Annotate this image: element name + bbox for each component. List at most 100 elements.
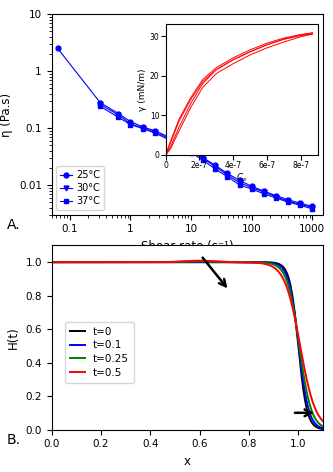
30°C <box>250 185 254 190</box>
t=0.1 <box>197 259 201 265</box>
30°C <box>98 101 102 107</box>
t=0.5 <box>265 261 269 267</box>
t=0.5 <box>50 259 54 265</box>
30°C <box>129 121 133 126</box>
t=0.25 <box>171 259 175 265</box>
37°C <box>129 122 133 127</box>
30°C <box>213 164 217 169</box>
37°C <box>262 191 266 197</box>
25°C <box>238 177 242 183</box>
t=0.25 <box>78 259 82 265</box>
30°C <box>153 129 157 135</box>
t=0.25 <box>50 259 54 265</box>
25°C <box>116 110 120 116</box>
Legend: t=0, t=0.1, t=0.25, t=0.5: t=0, t=0.1, t=0.25, t=0.5 <box>65 321 134 383</box>
37°C <box>153 130 157 136</box>
37°C <box>183 147 187 152</box>
t=0 <box>162 259 166 265</box>
t=0.5 <box>171 259 175 265</box>
25°C <box>129 119 133 125</box>
t=0.5 <box>197 258 201 263</box>
t=0 <box>270 260 274 265</box>
t=0.25 <box>326 425 330 431</box>
25°C <box>250 184 254 189</box>
30°C <box>225 172 229 178</box>
25°C <box>213 163 217 169</box>
37°C <box>250 186 254 192</box>
t=0.1 <box>240 259 244 265</box>
t=0.1 <box>265 260 269 265</box>
t=0 <box>239 259 243 265</box>
37°C <box>171 139 175 144</box>
30°C <box>262 189 266 195</box>
30°C <box>171 137 175 143</box>
t=0 <box>50 259 54 265</box>
37°C <box>298 202 302 208</box>
t=0.25 <box>270 261 274 267</box>
Line: 37°C: 37°C <box>98 104 315 211</box>
Line: t=0.25: t=0.25 <box>52 261 328 428</box>
37°C <box>238 182 242 188</box>
30°C <box>238 180 242 185</box>
25°C <box>141 124 145 130</box>
Y-axis label: η (Pa.s): η (Pa.s) <box>0 93 13 136</box>
37°C <box>116 114 120 120</box>
25°C <box>56 46 60 51</box>
Text: A.: A. <box>7 218 20 232</box>
t=0.5 <box>240 260 244 265</box>
37°C <box>213 166 217 172</box>
25°C <box>298 200 302 206</box>
37°C <box>141 126 145 131</box>
30°C <box>310 205 314 211</box>
t=0.25 <box>265 260 269 266</box>
t=0 <box>78 259 82 265</box>
37°C <box>189 150 193 155</box>
t=0.1 <box>50 259 54 265</box>
30°C <box>201 156 205 161</box>
t=0.1 <box>162 259 166 265</box>
t=0.5 <box>78 259 82 265</box>
X-axis label: x: x <box>184 455 191 468</box>
Line: t=0.1: t=0.1 <box>52 262 328 429</box>
25°C <box>310 203 314 209</box>
Line: 25°C: 25°C <box>55 46 315 209</box>
X-axis label: Shear rate (s⁻¹): Shear rate (s⁻¹) <box>141 240 234 253</box>
t=0.5 <box>270 264 274 270</box>
25°C <box>201 155 205 160</box>
Line: t=0: t=0 <box>52 262 328 430</box>
t=0 <box>265 260 269 265</box>
t=0.25 <box>162 259 166 265</box>
Line: 30°C: 30°C <box>98 102 315 210</box>
30°C <box>116 112 120 118</box>
Legend: 25°C, 30°C, 37°C: 25°C, 30°C, 37°C <box>57 166 104 210</box>
30°C <box>189 148 193 153</box>
30°C <box>274 194 278 200</box>
t=0.1 <box>326 426 330 432</box>
25°C <box>225 170 229 176</box>
25°C <box>189 147 193 152</box>
25°C <box>274 193 278 198</box>
25°C <box>286 197 290 202</box>
25°C <box>171 136 175 142</box>
37°C <box>201 158 205 163</box>
t=0.25 <box>240 259 244 265</box>
25°C <box>153 128 157 134</box>
37°C <box>274 195 278 201</box>
30°C <box>286 198 290 204</box>
25°C <box>262 188 266 194</box>
37°C <box>310 206 314 212</box>
30°C <box>141 125 145 131</box>
37°C <box>225 174 229 179</box>
37°C <box>98 103 102 109</box>
t=0.5 <box>326 422 330 428</box>
37°C <box>286 199 290 205</box>
t=0.1 <box>270 260 274 266</box>
Text: B.: B. <box>7 433 21 447</box>
t=0 <box>326 427 330 432</box>
t=0.1 <box>171 259 175 265</box>
25°C <box>98 100 102 105</box>
30°C <box>298 202 302 207</box>
t=0.5 <box>162 259 166 265</box>
Y-axis label: H(t): H(t) <box>7 326 20 349</box>
t=0 <box>171 259 175 265</box>
